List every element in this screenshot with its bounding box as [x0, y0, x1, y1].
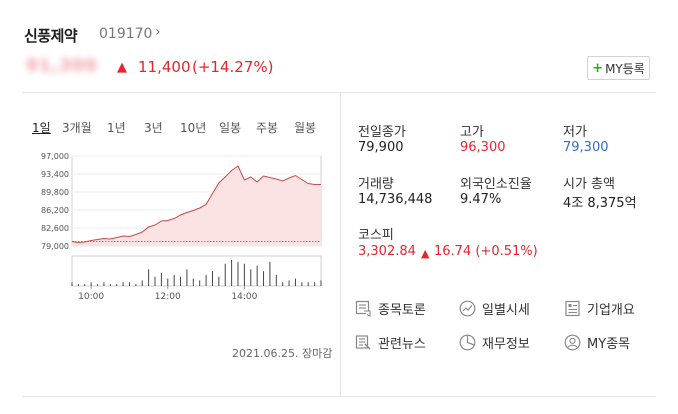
- link-related-news-label: 관련뉴스: [378, 337, 426, 352]
- pie-chart-icon: [459, 334, 476, 351]
- chevron-right-icon[interactable]: ›: [155, 24, 161, 40]
- kospi-up-arrow-icon: ▲: [421, 247, 430, 260]
- link-daily-price-label: 일별시세: [482, 303, 530, 318]
- chart-date: 2021.06.25. 장마감: [232, 347, 333, 360]
- x-tick-label: 14:00: [231, 292, 257, 302]
- stat-prev-close-label: 전일종가: [358, 125, 406, 140]
- link-discussion-label: 종목토론: [378, 303, 426, 318]
- kospi-value: 3,302.84: [358, 244, 416, 259]
- tab-daily-candle[interactable]: 일봉: [219, 121, 242, 135]
- link-company-overview-label: 기업개요: [587, 303, 635, 318]
- stat-high-value: 96,300: [460, 140, 506, 155]
- current-price: 91,300: [26, 56, 98, 76]
- stat-low-value: 79,300: [563, 140, 609, 155]
- link-financial-info[interactable]: 재무정보: [459, 333, 530, 352]
- stat-high-label: 고가: [460, 125, 484, 140]
- stat-volume-label: 거래량: [358, 177, 394, 192]
- stat-low-label: 저가: [563, 125, 587, 140]
- link-my-stocks-label: MY종목: [587, 337, 631, 352]
- plus-icon: +: [592, 60, 604, 76]
- divider-bottom: [22, 396, 656, 397]
- my-register-label: MY등록: [605, 61, 645, 76]
- stat-volume-value: 14,736,448: [358, 192, 433, 207]
- price-line: [71, 165, 321, 244]
- stat-foreign-label: 외국인소진율: [460, 177, 532, 192]
- tab-10year[interactable]: 10년: [180, 121, 207, 135]
- discussion-icon: [355, 300, 371, 317]
- tab-3month[interactable]: 3개월: [62, 121, 92, 135]
- y-tick-label: 97,000: [41, 152, 69, 161]
- news-icon: [355, 335, 371, 350]
- stock-name[interactable]: 신풍제약: [24, 27, 78, 45]
- y-tick-label: 79,000: [41, 242, 69, 251]
- link-daily-price[interactable]: 일별시세: [459, 299, 530, 318]
- x-tick-label: 12:00: [155, 292, 181, 302]
- divider-vertical: [340, 93, 341, 396]
- stat-foreign-value: 9.47%: [460, 192, 502, 207]
- kospi-label[interactable]: 코스피: [358, 228, 394, 243]
- divider-top: [22, 92, 656, 93]
- stat-prev-close-value: 79,900: [358, 140, 404, 155]
- stat-marketcap-label: 시가 총액: [563, 177, 615, 192]
- tab-3year[interactable]: 3년: [144, 121, 163, 135]
- y-tick-label: 89,800: [41, 188, 69, 197]
- stat-marketcap-value: 4조 8,375억: [563, 196, 637, 211]
- link-financial-info-label: 재무정보: [482, 337, 530, 352]
- price-change: 11,400: [138, 58, 191, 76]
- tab-1day[interactable]: 1일: [32, 121, 51, 135]
- up-arrow-icon: ▲: [117, 60, 127, 75]
- tab-weekly-candle[interactable]: 주봉: [256, 121, 279, 135]
- my-register-button[interactable]: + MY등록: [587, 56, 650, 80]
- tab-1year[interactable]: 1년: [107, 121, 126, 135]
- trend-chart-icon: [459, 300, 476, 317]
- link-discussion[interactable]: 종목토론: [355, 299, 426, 318]
- price-change-percent: (+14.27%): [192, 58, 274, 76]
- link-company-overview[interactable]: 기업개요: [564, 299, 635, 318]
- intraday-price-chart[interactable]: 97,000 93,400 89,800 86,200 82,600 79,000 10:0…: [0, 140, 340, 310]
- volume-plot-frame: [71, 255, 322, 287]
- user-icon: [564, 334, 581, 351]
- link-related-news[interactable]: 관련뉴스: [355, 333, 426, 352]
- x-tick-label: 10:00: [78, 292, 104, 302]
- link-my-stocks[interactable]: MY종목: [564, 333, 630, 352]
- y-tick-label: 82,600: [41, 224, 69, 233]
- company-doc-icon: [565, 300, 580, 317]
- tab-monthly-candle[interactable]: 월봉: [294, 121, 317, 135]
- kospi-change: 16.74 (+0.51%): [434, 244, 538, 259]
- price-area-fill: [72, 166, 321, 246]
- stock-code[interactable]: 019170: [99, 26, 153, 42]
- y-tick-label: 86,200: [41, 206, 69, 215]
- y-tick-label: 93,400: [41, 170, 69, 179]
